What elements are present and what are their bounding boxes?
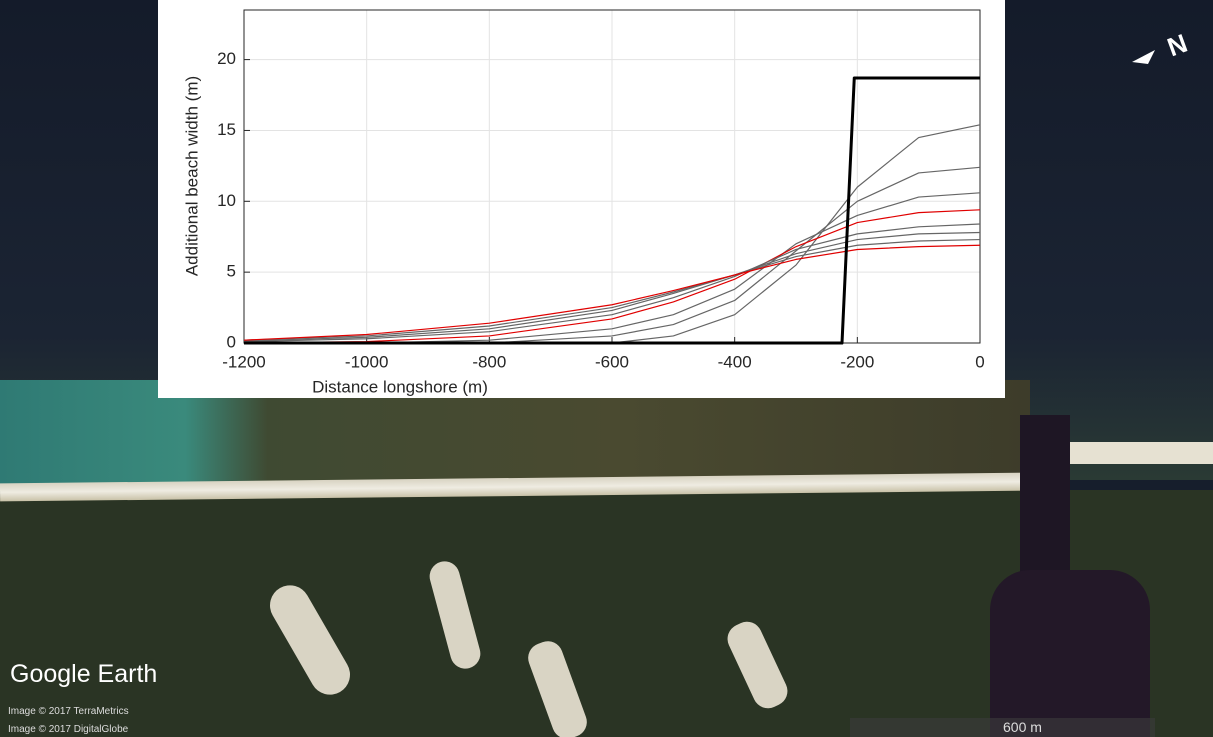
x-tick-label: 0 <box>975 352 984 371</box>
series-line <box>243 209 981 344</box>
y-axis-title: Additional beach width (m) <box>182 76 201 276</box>
x-tick-label: -600 <box>595 352 629 371</box>
y-tick-label: 0 <box>227 332 236 351</box>
x-axis-title: Distance longshore (m) <box>312 377 488 396</box>
y-tick-label: 10 <box>217 191 236 210</box>
y-tick-label: 15 <box>217 120 236 139</box>
series-line <box>243 244 981 341</box>
series-line <box>243 223 981 343</box>
credit: Image © 2017 DigitalGlobe <box>8 724 129 735</box>
series-line <box>243 231 981 342</box>
scale-bar <box>850 718 1155 737</box>
y-tick-label: 20 <box>217 49 236 68</box>
series-line <box>244 76 980 345</box>
river-mouth <box>990 570 1150 737</box>
scale-label: 600 m <box>1003 719 1042 735</box>
series-line <box>243 238 981 341</box>
shallow-water <box>0 380 1030 490</box>
x-tick-label: -200 <box>840 352 874 371</box>
x-tick-label: -400 <box>718 352 752 371</box>
y-tick-label: 5 <box>227 262 236 281</box>
x-tick-label: -1000 <box>345 352 388 371</box>
brand: Google Earth <box>10 660 158 688</box>
credit: Image © 2017 TerraMetrics <box>8 706 129 717</box>
x-tick-label: -800 <box>472 352 506 371</box>
beach-right <box>1070 442 1213 464</box>
compass-arrow <box>1132 50 1155 64</box>
x-tick-label: -1200 <box>222 352 265 371</box>
